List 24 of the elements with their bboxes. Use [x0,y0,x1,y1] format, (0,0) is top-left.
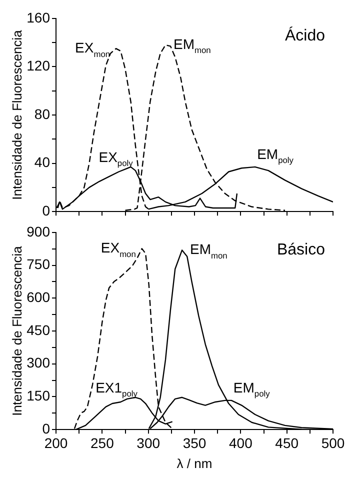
x-tick-label: 250 [90,434,114,451]
annotation: Básico [276,241,326,258]
y-tick-label: 750 [26,256,50,272]
y-tick-label: 0 [42,420,50,436]
y-tick-label: 40 [34,154,50,170]
x-tick-label: 300 [136,434,160,451]
x-tick-label: 200 [44,434,68,451]
y-tick-label: 900 [26,223,50,240]
y-tick-label: 150 [26,388,50,404]
x-tick-label: 400 [228,434,253,451]
y-axis-title: Intensidade de Fluorescencia [9,29,24,200]
y-tick-label: 450 [26,322,50,338]
y-tick-label: 80 [34,106,50,122]
y-tick-label: 120 [26,58,50,74]
x-tick-label: 500 [321,434,345,451]
x-tick-label: 450 [275,434,299,451]
y-axis-title: Intensidade de Fluorescencia [9,245,24,416]
y-tick-label: 160 [26,9,50,26]
y-tick-label: 0 [42,202,50,218]
y-tick-label: 300 [26,354,50,371]
x-tick-label: 350 [182,434,206,451]
annotation: Ácido [284,26,326,44]
y-tick-label: 600 [26,288,50,305]
x-axis-title: λ / nm [176,456,212,471]
